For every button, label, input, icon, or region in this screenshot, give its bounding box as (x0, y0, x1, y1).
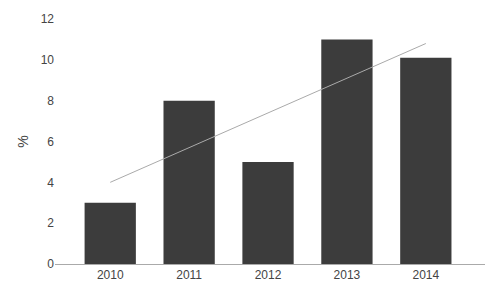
svg-text:2013: 2013 (334, 268, 361, 282)
svg-text:2011: 2011 (176, 268, 202, 282)
svg-text:12: 12 (41, 12, 55, 26)
svg-text:10: 10 (41, 53, 55, 67)
svg-text:2: 2 (47, 216, 54, 230)
svg-text:4: 4 (47, 176, 54, 190)
svg-text:0: 0 (47, 257, 54, 271)
svg-text:2010: 2010 (97, 268, 124, 282)
svg-text:2012: 2012 (255, 268, 282, 282)
svg-text:2014: 2014 (412, 268, 439, 282)
svg-text:%: % (15, 135, 31, 147)
svg-text:8: 8 (47, 94, 54, 108)
svg-text:6: 6 (47, 135, 54, 149)
